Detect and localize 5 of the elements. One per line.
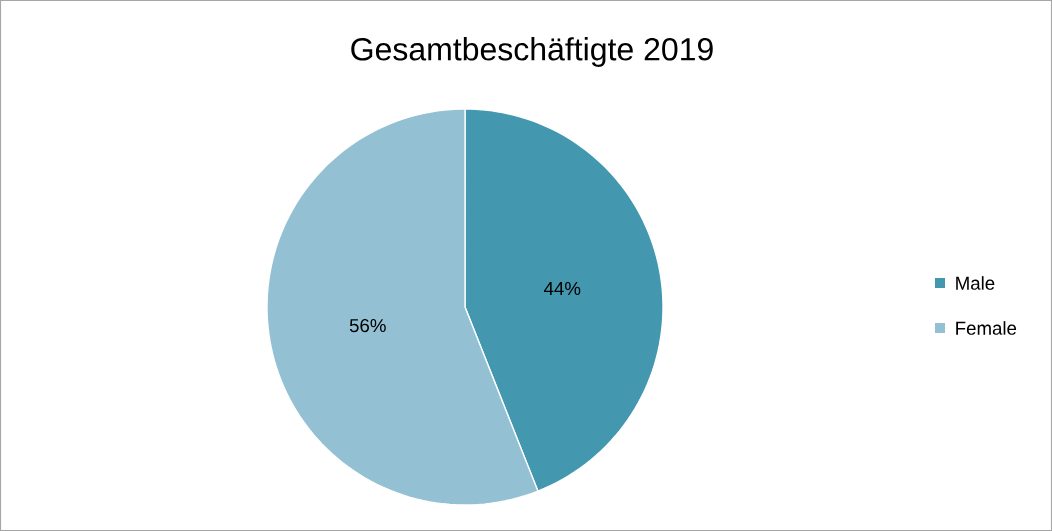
data-label: 44% — [543, 281, 581, 295]
legend-label: Female — [956, 321, 1017, 335]
data-label: 56% — [349, 318, 386, 333]
legend-label: Male — [956, 276, 995, 290]
chart-title: Gesamtbeschäftigte 2019 — [351, 37, 713, 67]
